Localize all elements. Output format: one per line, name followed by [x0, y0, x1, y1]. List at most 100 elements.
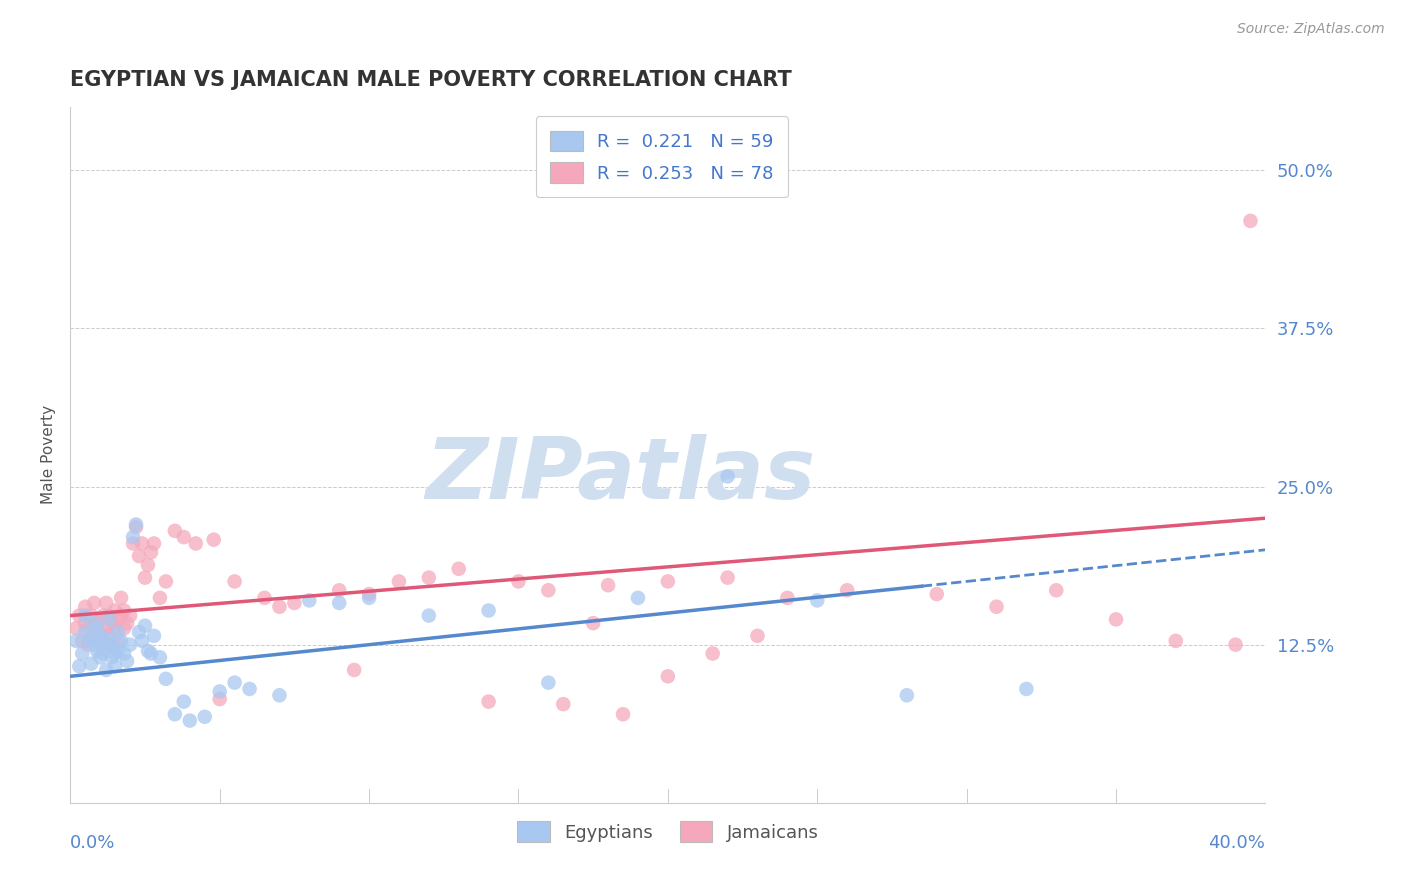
Point: [120, 608, 141, 623]
Point: [657, 669, 679, 683]
Point: [478, 603, 501, 617]
Point: [896, 688, 918, 702]
Point: [136, 644, 159, 658]
Legend: Egyptians, Jamaicans: Egyptians, Jamaicans: [510, 814, 825, 849]
Point: [1239, 214, 1261, 228]
Point: [96, 621, 118, 635]
Y-axis label: Male Poverty: Male Poverty: [41, 405, 56, 505]
Point: [75, 616, 97, 631]
Point: [112, 621, 135, 635]
Point: [418, 571, 440, 585]
Point: [986, 599, 1008, 614]
Point: [359, 587, 381, 601]
Point: [717, 571, 740, 585]
Point: [283, 596, 305, 610]
Point: [65, 621, 87, 635]
Point: [122, 536, 145, 550]
Point: [173, 530, 195, 544]
Point: [107, 625, 129, 640]
Point: [104, 603, 127, 617]
Point: [208, 684, 231, 698]
Point: [478, 695, 501, 709]
Point: [208, 692, 231, 706]
Point: [104, 647, 127, 661]
Point: [110, 633, 132, 648]
Point: [837, 583, 859, 598]
Point: [131, 536, 153, 550]
Point: [80, 632, 103, 646]
Point: [269, 599, 291, 614]
Point: [298, 593, 321, 607]
Point: [128, 625, 150, 640]
Point: [98, 608, 121, 623]
Point: [125, 517, 148, 532]
Point: [70, 647, 93, 661]
Point: [101, 616, 124, 631]
Point: [91, 633, 114, 648]
Point: [269, 688, 291, 702]
Point: [149, 591, 172, 605]
Point: [104, 659, 127, 673]
Point: [89, 612, 111, 626]
Point: [107, 633, 129, 648]
Point: [582, 616, 605, 631]
Point: [75, 625, 97, 640]
Point: [125, 520, 148, 534]
Point: [101, 650, 124, 665]
Point: [96, 596, 118, 610]
Point: [104, 621, 127, 635]
Point: [77, 621, 100, 635]
Point: [83, 629, 105, 643]
Point: [86, 633, 108, 648]
Point: [139, 545, 162, 559]
Point: [89, 650, 111, 665]
Point: [1045, 583, 1067, 598]
Text: ZIPatlas: ZIPatlas: [425, 434, 815, 517]
Point: [173, 695, 195, 709]
Point: [98, 612, 121, 626]
Point: [86, 616, 108, 631]
Point: [65, 633, 87, 648]
Point: [122, 530, 145, 544]
Point: [98, 629, 121, 643]
Point: [101, 638, 124, 652]
Point: [134, 618, 156, 632]
Point: [702, 647, 724, 661]
Point: [806, 593, 828, 607]
Point: [155, 574, 177, 589]
Point: [925, 587, 948, 601]
Point: [239, 681, 262, 696]
Point: [1225, 638, 1247, 652]
Point: [77, 633, 100, 648]
Point: [134, 571, 156, 585]
Point: [139, 647, 162, 661]
Point: [1105, 612, 1128, 626]
Point: [67, 659, 90, 673]
Point: [80, 657, 103, 671]
Point: [77, 638, 100, 652]
Point: [115, 654, 138, 668]
Point: [155, 672, 177, 686]
Point: [224, 574, 246, 589]
Point: [388, 574, 411, 589]
Point: [112, 603, 135, 617]
Point: [75, 599, 97, 614]
Point: [128, 549, 150, 563]
Point: [537, 583, 560, 598]
Point: [184, 536, 207, 550]
Point: [508, 574, 530, 589]
Text: 40.0%: 40.0%: [1209, 834, 1265, 852]
Point: [101, 638, 124, 652]
Point: [112, 647, 135, 661]
Point: [98, 632, 121, 646]
Point: [75, 608, 97, 623]
Point: [86, 621, 108, 635]
Point: [80, 608, 103, 623]
Point: [163, 524, 186, 538]
Point: [418, 608, 440, 623]
Point: [747, 629, 769, 643]
Point: [115, 616, 138, 631]
Point: [224, 675, 246, 690]
Point: [70, 633, 93, 648]
Point: [328, 596, 350, 610]
